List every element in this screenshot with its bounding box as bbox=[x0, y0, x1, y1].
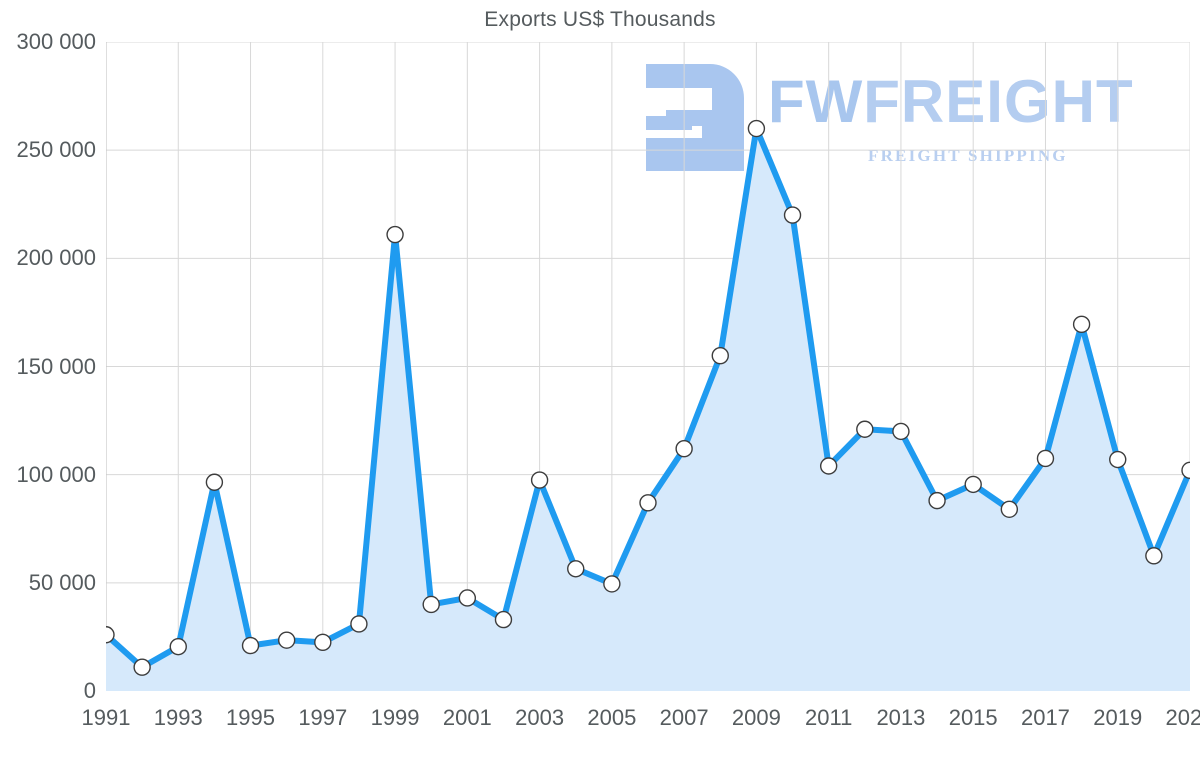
data-point-marker[interactable] bbox=[206, 474, 222, 490]
x-axis-tick-label: 1993 bbox=[153, 705, 203, 730]
data-point-marker[interactable] bbox=[351, 616, 367, 632]
y-axis-tick-label: 200 000 bbox=[16, 245, 96, 271]
y-axis: 0 50 000 100 000 150 000 200 000 250 000 300 0… bbox=[0, 0, 96, 763]
data-point-marker[interactable] bbox=[243, 638, 259, 654]
x-axis-tick-label: 2015 bbox=[948, 705, 998, 730]
x-axis-tick-label: 2021 bbox=[1165, 705, 1200, 730]
data-point-marker[interactable] bbox=[929, 493, 945, 509]
data-point-marker[interactable] bbox=[1182, 462, 1190, 478]
data-point-markers bbox=[106, 121, 1190, 676]
area-fill bbox=[106, 128, 1190, 691]
x-axis-tick-label: 1997 bbox=[298, 705, 348, 730]
data-point-marker[interactable] bbox=[785, 207, 801, 223]
data-point-marker[interactable] bbox=[604, 576, 620, 592]
data-point-marker[interactable] bbox=[459, 590, 475, 606]
data-point-marker[interactable] bbox=[423, 596, 439, 612]
data-point-marker[interactable] bbox=[857, 421, 873, 437]
data-point-marker[interactable] bbox=[1037, 450, 1053, 466]
data-point-marker[interactable] bbox=[568, 561, 584, 577]
x-axis-tick-label: 2007 bbox=[659, 705, 709, 730]
y-axis-tick-label: 250 000 bbox=[16, 137, 96, 163]
data-point-marker[interactable] bbox=[279, 632, 295, 648]
y-axis-tick-label: 50 000 bbox=[28, 569, 96, 595]
data-point-marker[interactable] bbox=[170, 639, 186, 655]
y-axis-tick-label: 300 000 bbox=[16, 29, 96, 54]
x-axis-tick-label: 2017 bbox=[1020, 705, 1070, 730]
data-point-marker[interactable] bbox=[1110, 452, 1126, 468]
chart-title: Exports US$ Thousands bbox=[484, 8, 716, 31]
y-axis-tick-label: 150 000 bbox=[16, 353, 96, 379]
x-axis-tick-label: 1995 bbox=[226, 705, 276, 730]
x-axis-tick-label: 2009 bbox=[731, 705, 781, 730]
data-point-marker[interactable] bbox=[1074, 316, 1090, 332]
x-axis-tick-label: 2011 bbox=[805, 705, 853, 730]
x-axis-tick-label: 2003 bbox=[515, 705, 565, 730]
data-point-marker[interactable] bbox=[134, 659, 150, 675]
data-point-marker[interactable] bbox=[712, 348, 728, 364]
data-point-marker[interactable] bbox=[821, 458, 837, 474]
data-point-marker[interactable] bbox=[1146, 548, 1162, 564]
x-axis-tick-label: 2013 bbox=[876, 705, 926, 730]
x-axis-tick-label: 2005 bbox=[587, 705, 637, 730]
data-point-marker[interactable] bbox=[532, 472, 548, 488]
data-point-marker[interactable] bbox=[676, 441, 692, 457]
data-point-marker[interactable] bbox=[748, 121, 764, 137]
data-point-marker[interactable] bbox=[315, 634, 331, 650]
data-point-marker[interactable] bbox=[1001, 501, 1017, 517]
data-point-marker[interactable] bbox=[106, 627, 114, 643]
x-axis-tick-label: 1999 bbox=[370, 705, 420, 730]
x-axis-tick-label: 1991 bbox=[81, 705, 131, 730]
y-axis-tick-label: 0 bbox=[83, 678, 96, 703]
x-axis-tick-label: 2019 bbox=[1093, 705, 1143, 730]
y-axis-tick-label: 100 000 bbox=[16, 461, 96, 487]
plot-area bbox=[106, 42, 1190, 691]
x-axis-tick-label: 2001 bbox=[442, 705, 492, 730]
data-point-marker[interactable] bbox=[495, 612, 511, 628]
data-point-marker[interactable] bbox=[387, 227, 403, 243]
data-point-marker[interactable] bbox=[893, 423, 909, 439]
data-point-marker[interactable] bbox=[640, 495, 656, 511]
data-point-marker[interactable] bbox=[965, 476, 981, 492]
